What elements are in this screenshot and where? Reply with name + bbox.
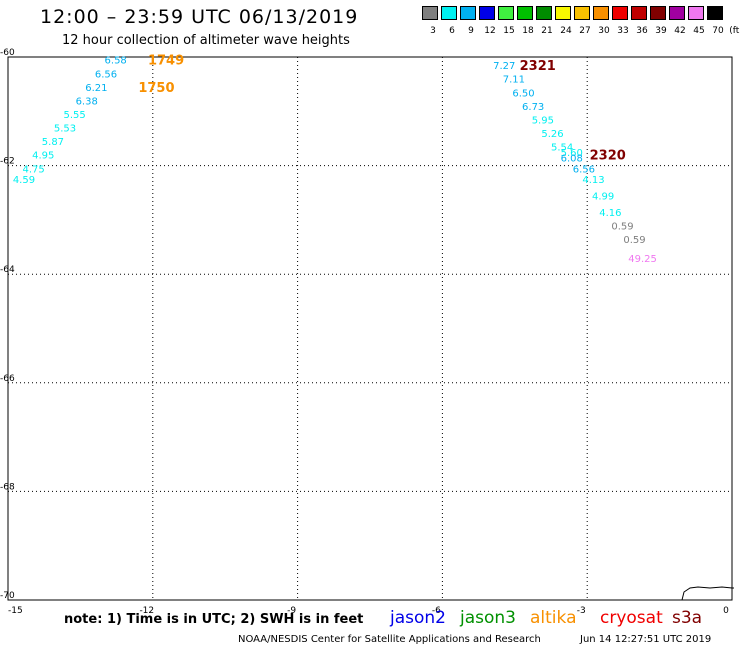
color-scale-label: 33 — [617, 26, 629, 36]
color-swatch — [441, 6, 457, 20]
color-swatch — [707, 6, 723, 20]
color-scale-label: 27 — [579, 26, 591, 36]
swh-observation: 5.95 — [532, 115, 554, 126]
legend-item-jason2: jason2 — [390, 608, 446, 628]
legend-item-jason3: jason3 — [460, 608, 516, 628]
lat-tick-label: -68 — [0, 482, 15, 492]
color-scale-label: 42 — [674, 26, 686, 36]
color-scale-label: 70 — [712, 26, 724, 36]
color-swatch — [479, 6, 495, 20]
color-swatch — [612, 6, 628, 20]
observation-labels: 6.58 6.56 6.21 6.38 5.55 5.53 5.87 4.95 4.754.59… — [13, 56, 657, 265]
swh-observation: 6.56 — [95, 69, 117, 80]
color-scale-label: 30 — [598, 26, 610, 36]
color-swatch — [498, 6, 514, 20]
swh-observation: 6.73 — [522, 102, 544, 113]
lon-tick-label: -12 — [139, 606, 154, 616]
pass-time-label: 2321 — [520, 59, 556, 74]
color-scale-label: 18 — [522, 26, 534, 36]
lon-tick-label: -6 — [432, 606, 441, 616]
color-scale-label: 6 — [449, 26, 455, 36]
pass-time-label: 1749 — [148, 54, 184, 69]
color-swatch — [460, 6, 476, 20]
swh-observation: 4.13 — [582, 175, 604, 186]
footer-timestamp: Jun 14 12:27:51 UTC 2019 — [580, 634, 712, 645]
swh-observation: 4.16 — [599, 208, 621, 219]
color-swatch — [688, 6, 704, 20]
color-swatch — [669, 6, 685, 20]
lat-tick-label: -60 — [0, 48, 15, 58]
color-swatch — [422, 6, 438, 20]
swh-observation: 4.75 — [22, 164, 44, 175]
note-text: note: 1) Time is in UTC; 2) SWH is in fe… — [64, 612, 364, 627]
legend-item-s3a: s3a — [672, 608, 703, 628]
color-scale-label: 9 — [468, 26, 474, 36]
swh-observation: 5.26 — [541, 129, 563, 140]
lon-tick-label: 0 — [723, 606, 729, 616]
swh-observation: 7.27 — [493, 61, 515, 72]
swh-observation: 6.56 — [573, 164, 595, 175]
coastline — [681, 586, 734, 601]
lon-tick-label: -15 — [8, 606, 23, 616]
pass-time-labels: 1749 1750 2321 2320 — [138, 54, 625, 164]
color-scale-unit: (ft) — [729, 26, 740, 36]
color-scale-label: 12 — [484, 26, 496, 36]
map-title: 12:00 – 23:59 UTC 06/13/2019 — [40, 6, 359, 28]
swh-observation: 0.59 — [611, 221, 633, 232]
color-scale-label: 15 — [503, 26, 515, 36]
color-swatch — [650, 6, 666, 20]
map-grid — [8, 57, 732, 600]
axis-ticks: -15 -12 -9 -6 -3 0 -60 -62 -64 -66 -68 -70 — [0, 48, 729, 616]
map-frame — [7, 56, 733, 601]
pass-time-label: 2320 — [590, 149, 626, 164]
color-scale-label: 45 — [693, 26, 705, 36]
footer-credit: NOAA/NESDIS Center for Satellite Applica… — [238, 634, 541, 645]
lon-tick-label: -9 — [287, 606, 296, 616]
color-swatch — [555, 6, 571, 20]
swh-observation: 4.95 — [32, 151, 54, 162]
swh-observation: 5.60 — [561, 148, 583, 159]
color-scale-label: 24 — [560, 26, 572, 36]
swh-observation: 6.38 — [76, 96, 98, 107]
map-subtitle: 12 hour collection of altimeter wave hei… — [62, 33, 350, 48]
swh-observation: 0.59 — [623, 235, 645, 246]
color-swatch — [517, 6, 533, 20]
lat-tick-label: -62 — [0, 157, 15, 167]
swh-observation: 5.54 — [551, 143, 573, 154]
swh-observation: 6.21 — [85, 83, 107, 94]
lon-tick-label: -3 — [577, 606, 586, 616]
swh-observation: 6.58 — [105, 56, 127, 67]
swh-observation: 5.53 — [54, 124, 76, 135]
pass-time-label: 1750 — [138, 81, 174, 96]
swh-observation: 7.11 — [503, 75, 525, 86]
color-swatch — [631, 6, 647, 20]
lat-tick-label: -64 — [0, 265, 15, 275]
swh-observation: 6.08 — [561, 153, 583, 164]
color-swatch — [593, 6, 609, 20]
swh-observation: 4.99 — [592, 191, 614, 202]
swh-observation: 49.25 — [628, 254, 657, 265]
swh-observation: 4.59 — [13, 175, 35, 186]
color-scale-label: 3 — [430, 26, 436, 36]
color-scale-label: 21 — [541, 26, 553, 36]
color-swatch — [574, 6, 590, 20]
swh-observation: 5.55 — [64, 110, 86, 121]
legend-item-cryosat: cryosat — [600, 608, 663, 628]
color-swatch — [536, 6, 552, 20]
swh-observation: 6.50 — [512, 88, 534, 99]
lat-tick-label: -70 — [0, 591, 15, 601]
color-scale-label: 39 — [655, 26, 667, 36]
color-scale-label: 36 — [636, 26, 648, 36]
legend-item-altika: altika — [530, 608, 577, 628]
lat-tick-label: -66 — [0, 374, 15, 384]
swh-observation: 5.87 — [42, 137, 64, 148]
